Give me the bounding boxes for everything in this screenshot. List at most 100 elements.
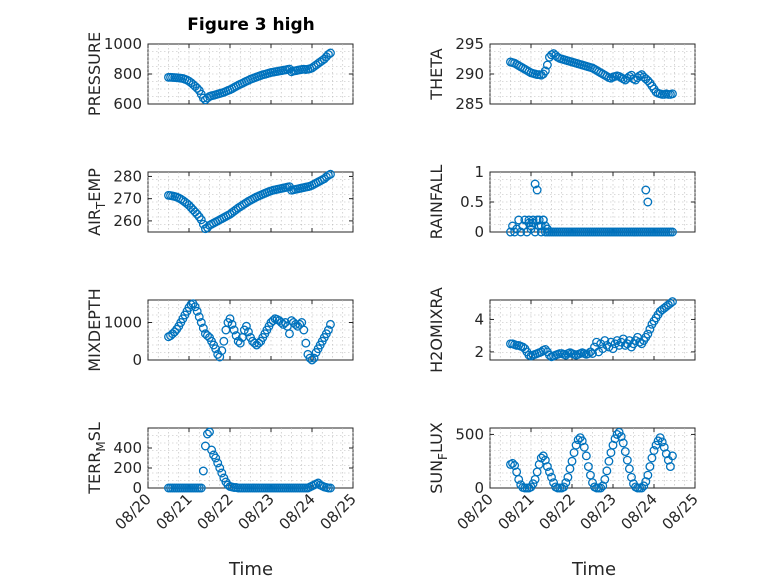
- subplot-6: 2 4 H2OMIXRA: [427, 287, 696, 373]
- data-point: [225, 314, 235, 324]
- y-tick-label: 800: [113, 65, 142, 83]
- y-axis-label: PRESSURE: [85, 32, 104, 116]
- data-point: [573, 435, 583, 445]
- y-tick-label: 0.5: [460, 193, 484, 211]
- data-point: [202, 429, 212, 439]
- y-axis-label-subscript: M: [94, 441, 108, 451]
- data-point: [192, 209, 202, 219]
- y-tick-label: 1: [474, 163, 484, 181]
- y-axis-label: TERRMSL: [85, 422, 108, 495]
- data-point: [307, 355, 317, 365]
- y-axis-label-subscript: F: [436, 453, 450, 460]
- series-markers: [164, 48, 335, 105]
- data-point: [295, 319, 305, 329]
- data-point: [645, 462, 655, 472]
- data-point: [213, 458, 223, 468]
- data-point: [579, 442, 589, 452]
- y-axis-label-tail: EMP: [85, 168, 104, 202]
- data-point: [622, 455, 632, 465]
- data-point: [170, 327, 180, 337]
- data-point: [217, 468, 227, 478]
- data-point: [643, 470, 653, 480]
- figure-title: Figure 3 high: [187, 15, 315, 35]
- y-axis-label-tail: SL: [85, 422, 104, 441]
- subplot-4: 0 0.5 1 RAINFALL: [427, 163, 696, 241]
- y-axis-label: RAINFALL: [427, 165, 446, 240]
- data-point: [241, 321, 251, 331]
- data-point: [530, 179, 540, 189]
- data-point: [532, 185, 542, 195]
- y-axis-label-main: TERR: [85, 452, 104, 495]
- series-markers: [164, 427, 335, 493]
- subplot-8: 050008/2008/2108/2208/2308/2408/25SUNFLU…: [427, 422, 702, 533]
- series-markers: [506, 427, 677, 493]
- data-point: [618, 438, 628, 448]
- data-point: [250, 338, 260, 348]
- data-point: [665, 462, 675, 472]
- data-point: [205, 427, 214, 437]
- data-point: [649, 446, 659, 455]
- data-point: [610, 434, 620, 444]
- y-tick-label: 295: [455, 35, 484, 53]
- data-point: [198, 323, 208, 333]
- data-point: [211, 453, 221, 463]
- data-point: [323, 50, 333, 59]
- x-axis-label-right: Time: [571, 559, 616, 580]
- subplot-2: 285 290 295 THETA: [427, 35, 696, 113]
- data-point: [194, 312, 204, 322]
- data-point: [542, 60, 552, 70]
- y-tick-label: 400: [113, 439, 142, 457]
- x-tick-label: 08/24: [276, 490, 319, 533]
- data-point: [215, 463, 225, 473]
- data-point: [668, 451, 677, 461]
- data-point: [516, 227, 526, 237]
- data-point: [545, 467, 554, 477]
- y-axis-label: THETA: [427, 48, 446, 100]
- data-point: [563, 472, 573, 482]
- data-point: [291, 319, 301, 329]
- series-markers: [164, 299, 335, 365]
- data-point: [190, 302, 200, 312]
- y-axis-label-main: H2OMIXRA: [427, 287, 446, 373]
- data-point: [514, 474, 524, 484]
- data-point: [561, 478, 571, 488]
- data-point: [635, 337, 645, 347]
- y-axis-label-main: SUN: [427, 460, 446, 494]
- data-point: [326, 169, 335, 179]
- y-tick-label: 0: [474, 223, 484, 241]
- data-point: [583, 462, 593, 472]
- data-point: [534, 215, 544, 225]
- data-point: [567, 456, 577, 466]
- data-point: [192, 306, 202, 316]
- y-tick-label: 260: [113, 212, 142, 230]
- data-point: [299, 325, 309, 335]
- y-axis-label-subscript: T: [94, 201, 108, 210]
- data-point: [196, 215, 206, 225]
- data-point: [198, 93, 208, 103]
- subplot-3: 260 270 280 AIRTEMP: [85, 167, 354, 236]
- series-markers: [506, 49, 677, 99]
- data-point: [217, 346, 227, 356]
- data-point: [235, 338, 245, 348]
- subplot-7: 020040008/2008/2108/2208/2308/2408/25TER…: [85, 422, 360, 533]
- data-point: [326, 48, 335, 58]
- data-point: [514, 215, 524, 225]
- data-point: [530, 227, 540, 237]
- data-point: [665, 298, 675, 308]
- x-tick-label: 08/21: [495, 490, 538, 533]
- data-point: [540, 66, 550, 76]
- data-point: [559, 482, 569, 492]
- x-tick-label: 08/23: [577, 490, 620, 533]
- data-point: [231, 331, 241, 341]
- data-point: [547, 472, 556, 482]
- y-tick-label: 600: [113, 95, 142, 113]
- data-point: [219, 336, 229, 346]
- data-point: [641, 185, 651, 195]
- data-point: [542, 462, 552, 472]
- data-point: [592, 337, 602, 347]
- data-point: [604, 456, 614, 466]
- y-axis-label-main: THETA: [427, 48, 446, 100]
- data-point: [614, 427, 624, 437]
- data-point: [196, 318, 206, 327]
